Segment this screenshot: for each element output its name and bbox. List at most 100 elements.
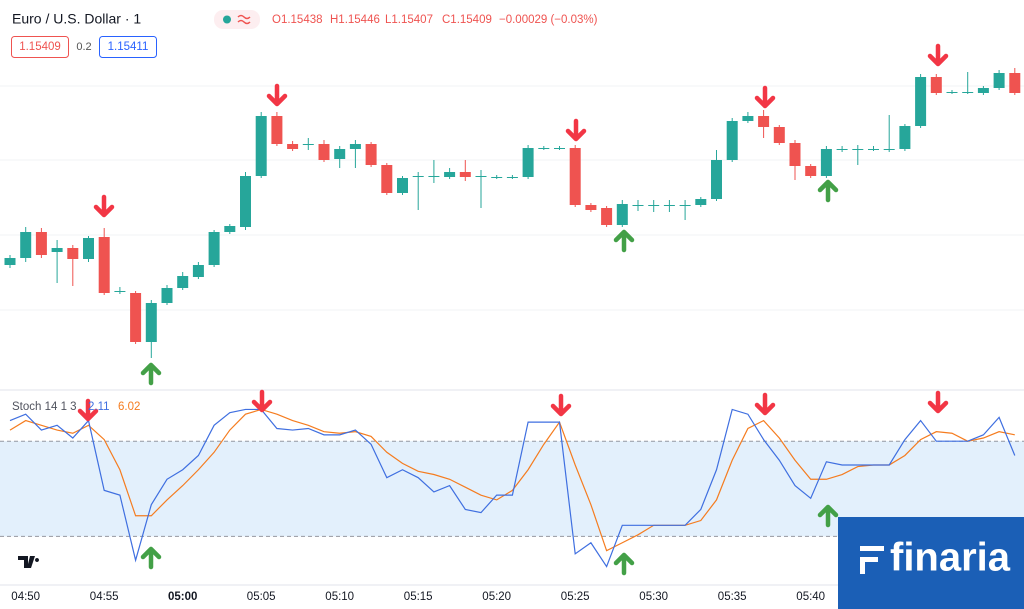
x-tick-label: 05:40 <box>796 591 825 603</box>
candle-body <box>679 205 691 206</box>
candle-body <box>428 176 440 177</box>
sell-arrow <box>754 85 776 109</box>
buy-arrow <box>613 552 635 576</box>
x-tick-label: 05:30 <box>639 591 668 603</box>
candle-body <box>946 92 958 93</box>
sell-arrow <box>77 398 99 422</box>
candle-body <box>836 149 848 150</box>
candle-body <box>161 288 173 303</box>
x-tick-label: 05:35 <box>718 591 747 603</box>
candle-body <box>302 144 314 145</box>
ohlc-high: H1.15446 <box>330 14 380 26</box>
ohlc-close: C1.15409 <box>442 14 492 26</box>
ohlc-low: L1.15407 <box>385 14 433 26</box>
x-tick-label: 05:25 <box>561 591 590 603</box>
sell-arrow <box>754 392 776 416</box>
candle-body <box>208 232 220 265</box>
sell-arrow <box>565 118 587 142</box>
stoch-d-value: 6.02 <box>118 401 140 413</box>
watermark-box <box>838 517 1024 609</box>
buy-arrow <box>140 362 162 386</box>
candle-body <box>506 177 518 178</box>
x-tick-label: 04:50 <box>11 591 40 603</box>
candle-body <box>459 172 471 177</box>
x-tick-label: 04:55 <box>90 591 119 603</box>
candle-body <box>4 258 16 265</box>
sell-arrow <box>251 389 273 413</box>
candle-body <box>224 226 236 232</box>
candle-body <box>899 126 911 149</box>
candle-body <box>255 116 267 176</box>
stoch-title: Stoch 14 1 3 <box>12 401 77 413</box>
candle-body <box>773 127 785 143</box>
x-tick-label: 05:05 <box>247 591 276 603</box>
buy-arrow <box>817 179 839 203</box>
candle-body <box>962 92 974 93</box>
candle-body <box>475 176 487 177</box>
stoch-k-value: 2.11 <box>88 401 110 413</box>
candle-body <box>868 149 879 150</box>
candle-body <box>805 166 817 176</box>
candle-body <box>334 149 346 159</box>
sell-arrow <box>927 43 949 67</box>
candle-body <box>820 149 832 176</box>
candle-body <box>601 208 613 225</box>
candle-body <box>192 265 204 277</box>
candle-body <box>616 204 628 225</box>
candle-body <box>240 176 251 227</box>
buy-arrow <box>817 504 839 528</box>
candle-body <box>758 116 770 127</box>
x-tick-label: 05:10 <box>325 591 354 603</box>
spread: 0.2 <box>76 41 91 53</box>
ask-price[interactable]: 1.15411 <box>108 41 149 53</box>
candle-body <box>145 303 157 342</box>
candle-body <box>20 232 32 258</box>
candle-body <box>993 73 1005 88</box>
candle-body <box>365 144 377 165</box>
candle-body <box>789 143 801 166</box>
watermark-text: finaria <box>890 536 1011 580</box>
candle-body <box>538 148 550 149</box>
candle-body <box>271 116 283 144</box>
sell-arrow <box>266 83 288 107</box>
x-tick-label: 05:00 <box>168 591 197 603</box>
bid-box[interactable] <box>11 36 69 58</box>
candle-body <box>648 205 660 206</box>
candle-body <box>381 165 393 193</box>
stoch-line <box>9 408 1015 552</box>
candle-body <box>287 144 299 149</box>
candle-body <box>522 148 534 177</box>
candle-body <box>177 276 189 288</box>
candle-body <box>491 177 503 178</box>
buy-arrow <box>140 546 162 570</box>
data-delay-icon <box>237 14 251 25</box>
candle-body <box>83 238 94 259</box>
sell-arrow <box>93 194 115 218</box>
watermark-icon <box>860 546 884 574</box>
ohlc-open: O1.15438 <box>272 14 323 26</box>
candle-body <box>397 178 408 193</box>
candle-body <box>977 88 989 93</box>
buy-arrow <box>613 229 635 253</box>
candle-body <box>67 248 79 259</box>
candle-body <box>883 149 895 150</box>
x-tick-label: 05:15 <box>404 591 433 603</box>
candle-body <box>318 144 330 160</box>
candle-body <box>742 116 754 121</box>
candle-body <box>915 77 927 126</box>
candle-body <box>711 160 722 199</box>
bid-price[interactable]: 1.15409 <box>19 41 61 53</box>
candle-body <box>726 121 738 160</box>
ask-box[interactable] <box>99 36 157 58</box>
ohlc-change: −0.00029 (−0.03%) <box>499 14 598 26</box>
candle-body <box>585 205 597 210</box>
candle-body <box>632 205 644 206</box>
candle-body <box>349 144 361 149</box>
market-open-dot <box>223 15 231 24</box>
candle-body <box>695 199 707 205</box>
grid <box>0 85 1024 311</box>
tradingview-logo <box>18 556 40 568</box>
candle-body <box>930 77 942 93</box>
stoch-line <box>9 408 1016 568</box>
